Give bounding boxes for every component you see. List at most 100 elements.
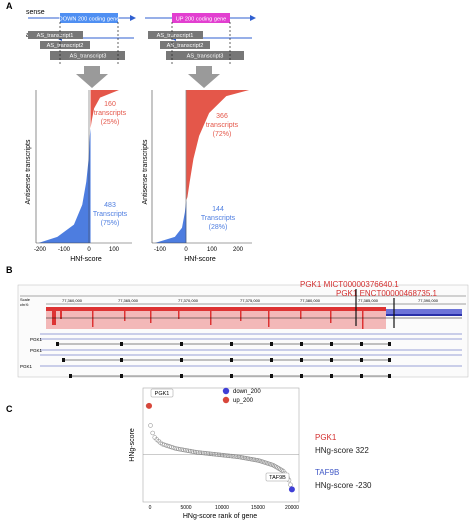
gene-point bbox=[181, 447, 186, 453]
exon bbox=[360, 342, 363, 346]
left-transcript-2: AS_transcript2 bbox=[47, 43, 84, 49]
left-xtick-3: 0 bbox=[87, 247, 91, 253]
coord-6: 77,385,000 bbox=[358, 298, 379, 303]
coord-2: 77,365,000 bbox=[118, 298, 139, 303]
exon bbox=[388, 342, 391, 346]
gene-point bbox=[207, 451, 212, 456]
genome-browser: Scale chrX: 77,360,000 77,365,000 77,370… bbox=[17, 280, 469, 378]
gene-point bbox=[222, 453, 228, 458]
taf9b-point bbox=[288, 486, 295, 493]
gene-point bbox=[197, 450, 203, 455]
gene-point bbox=[191, 449, 196, 454]
c-x-label: HNg-score rank of gene bbox=[183, 513, 257, 520]
coverage-bar bbox=[240, 311, 242, 321]
chr-label: chrX: bbox=[20, 302, 29, 307]
gene-point bbox=[210, 451, 215, 457]
coverage-bar bbox=[268, 311, 270, 327]
gene-models bbox=[56, 342, 391, 378]
exon bbox=[120, 374, 123, 378]
c-xtick-2: 5000 bbox=[180, 505, 191, 511]
up-gene-box bbox=[172, 13, 230, 23]
gene-point bbox=[221, 452, 226, 458]
left-top-word: transcripts bbox=[94, 110, 127, 117]
left-bottom-pct: (75%) bbox=[101, 220, 120, 227]
right-down-area bbox=[154, 199, 187, 243]
right-transcript-3: AS_transcript3 bbox=[187, 54, 224, 60]
exon bbox=[69, 374, 72, 378]
coord-4: 77,375,000 bbox=[240, 298, 261, 303]
browser-frame bbox=[17, 284, 469, 378]
gene-point bbox=[238, 454, 243, 460]
coverage-bar bbox=[330, 311, 332, 323]
exon bbox=[270, 342, 273, 346]
right-top-count: 366 bbox=[216, 113, 228, 120]
pgk1-score: HNg-score 322 bbox=[315, 446, 369, 455]
down-gene-label: DOWN 200 coding gene bbox=[59, 17, 120, 23]
coverage-bar bbox=[150, 311, 152, 323]
chart-a-left: -200 -100 0 100 HNf-score Antisense tran… bbox=[25, 90, 132, 263]
pgk1-point bbox=[146, 402, 153, 409]
coord-7: 77,390,000 bbox=[418, 298, 439, 303]
gene-point bbox=[233, 454, 239, 459]
left-transcript-1: AS_transcript1 bbox=[37, 33, 74, 39]
legend-down-marker bbox=[222, 387, 230, 395]
right-transcript-1: AS_transcript1 bbox=[157, 33, 194, 39]
left-xtick-4: 100 bbox=[109, 247, 120, 253]
gene-point bbox=[235, 454, 240, 459]
c-xtick-4: 15000 bbox=[251, 505, 265, 511]
gene-point bbox=[196, 450, 201, 455]
gene-point bbox=[204, 451, 209, 456]
gene-point bbox=[250, 457, 255, 462]
pgk1-name: PGK1 bbox=[315, 433, 337, 442]
track-label-2: PGK1 bbox=[30, 348, 43, 353]
taf9b-name: TAF9B bbox=[315, 468, 339, 477]
taf9b-callout: TAF9B bbox=[269, 475, 286, 481]
gene-point bbox=[253, 457, 258, 463]
exon bbox=[330, 374, 333, 378]
coverage-bar bbox=[300, 311, 302, 319]
gene-point bbox=[239, 455, 245, 460]
gene-point bbox=[241, 455, 246, 461]
left-down-area bbox=[38, 128, 91, 243]
taf9b-score: HNg-score -230 bbox=[315, 481, 372, 490]
gene-point bbox=[218, 452, 223, 458]
gene-point bbox=[247, 456, 252, 462]
gene-point bbox=[230, 453, 236, 459]
gene-point bbox=[248, 456, 254, 462]
right-xtick-2: 0 bbox=[184, 247, 188, 253]
gene-point bbox=[244, 456, 249, 461]
left-x-label: HNf-score bbox=[70, 256, 102, 263]
left-up-area bbox=[90, 90, 119, 129]
right-xtick-4: 200 bbox=[233, 247, 244, 253]
gene-point bbox=[177, 447, 183, 452]
gene-point bbox=[224, 453, 229, 458]
exon bbox=[388, 374, 391, 378]
gene-point bbox=[172, 446, 178, 451]
track-label-3: PGK1 bbox=[20, 364, 33, 369]
gene-point bbox=[150, 430, 155, 436]
legend-down-label: down_200 bbox=[233, 389, 261, 395]
right-y-label: Antisense transcripts bbox=[142, 139, 149, 204]
coord-1: 77,360,000 bbox=[62, 298, 83, 303]
exon bbox=[180, 374, 183, 378]
scatter-points bbox=[145, 403, 295, 492]
exon bbox=[180, 358, 183, 362]
schematic-right: UP 200 coding gene AS_transcript1 AS_tra… bbox=[145, 13, 256, 88]
right-top-word: transcripts bbox=[206, 122, 239, 129]
gene-point bbox=[187, 448, 193, 454]
chart-c-frame bbox=[142, 387, 300, 503]
left-transcript-3: AS_transcript3 bbox=[70, 54, 107, 60]
chart-a-right: -100 0 100 200 HNf-score Antisense trans… bbox=[142, 90, 252, 263]
gene-point bbox=[182, 447, 188, 453]
left-top-pct: (25%) bbox=[101, 119, 120, 126]
exon bbox=[330, 358, 333, 362]
exon bbox=[230, 342, 233, 346]
gene-point bbox=[225, 453, 231, 458]
panel-a-label: A bbox=[6, 1, 13, 11]
exon bbox=[300, 374, 303, 378]
down-arrow-right bbox=[188, 66, 220, 88]
exon bbox=[120, 358, 123, 362]
right-xtick-3: 100 bbox=[207, 247, 218, 253]
gene-point bbox=[179, 447, 185, 452]
